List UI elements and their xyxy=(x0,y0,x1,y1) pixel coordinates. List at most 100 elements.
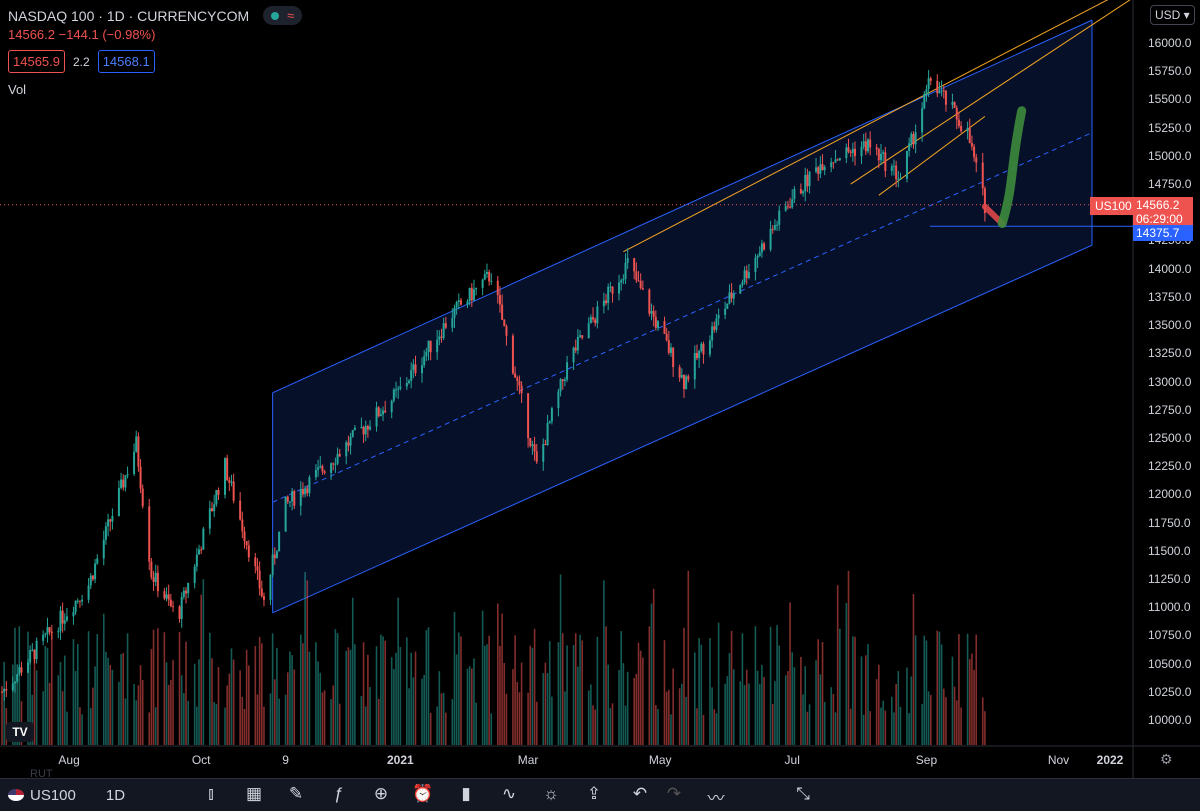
volume-bar xyxy=(323,690,326,745)
volume-bar xyxy=(836,585,839,745)
volume-bar xyxy=(739,681,742,745)
volume-bar xyxy=(557,642,560,745)
volume-bar xyxy=(421,678,423,745)
price-axis-label: 11500.0 xyxy=(1148,543,1191,558)
volume-bar xyxy=(152,629,155,745)
alert-icon[interactable]: ⏰ xyxy=(412,784,434,803)
volume-bar xyxy=(724,683,726,745)
volume-bar xyxy=(50,630,53,745)
idea-icon[interactable]: ☼ xyxy=(543,784,559,803)
candle-body xyxy=(198,549,201,555)
candle-body xyxy=(581,335,584,338)
volume-bar xyxy=(860,656,863,745)
candle-body xyxy=(334,463,337,465)
volume-bar xyxy=(471,668,473,745)
replay-icon[interactable]: ∿ xyxy=(501,784,517,803)
volume-bar xyxy=(756,670,759,745)
volume-bar xyxy=(12,664,14,745)
interval-button[interactable]: 1D xyxy=(105,786,126,804)
candle-body xyxy=(566,362,569,380)
candle-body xyxy=(864,141,867,152)
price-axis-label: 15250.0 xyxy=(1148,120,1192,135)
volume-bar xyxy=(668,689,670,745)
volume-bar xyxy=(239,670,241,745)
candle-body xyxy=(624,262,627,280)
volume-bar xyxy=(637,642,640,745)
candle-body xyxy=(241,519,244,532)
candle-body xyxy=(641,287,644,290)
candles-icon[interactable]: ⫾ xyxy=(208,784,214,803)
candle-body xyxy=(940,90,943,92)
candle-body xyxy=(875,147,878,149)
candle-body xyxy=(557,391,560,409)
fullscreen-icon[interactable]: ⤡ xyxy=(796,784,810,803)
draw-icon[interactable]: ✎ xyxy=(288,784,304,803)
volume-bar xyxy=(741,633,744,745)
volume-bar xyxy=(622,663,625,745)
compare-icon[interactable]: ▦ xyxy=(245,784,263,803)
volume-bar xyxy=(317,661,319,745)
volume-bar xyxy=(18,626,21,745)
price-axis-label: 12250.0 xyxy=(1148,459,1192,474)
status-pill[interactable]: ≈ xyxy=(263,6,303,25)
price-axis-label: 13000.0 xyxy=(1148,374,1192,389)
volume-bar xyxy=(776,625,778,745)
add-icon[interactable]: ⊕ xyxy=(373,784,389,803)
volume-bar xyxy=(804,666,807,745)
buy-button[interactable]: 14568.1 xyxy=(97,50,155,73)
fx-icon[interactable]: ƒ xyxy=(334,784,344,803)
candle-body xyxy=(275,551,278,559)
volume-bar xyxy=(771,703,774,745)
candle-body xyxy=(698,350,701,359)
candle-body xyxy=(724,308,727,315)
candle-body xyxy=(360,426,363,428)
candle-body xyxy=(440,336,443,338)
currency-label: USD xyxy=(1155,8,1181,22)
candle-body xyxy=(587,323,590,338)
candle-body xyxy=(57,631,60,633)
volume-bar xyxy=(787,671,789,745)
candle-body xyxy=(470,287,473,301)
bar-chart-icon[interactable]: ▮ xyxy=(461,784,471,803)
volume-bar xyxy=(486,644,488,745)
volume-bar xyxy=(849,708,852,745)
volume-label[interactable]: Vol xyxy=(8,82,27,97)
volume-bar xyxy=(412,677,415,745)
candle-body xyxy=(559,379,562,392)
candle-body xyxy=(611,286,614,294)
volume-bar xyxy=(111,669,114,745)
candle-body xyxy=(472,289,475,301)
volume-bar xyxy=(14,627,16,745)
gear-icon[interactable]: ⚙ xyxy=(1160,751,1173,767)
tradingview-logo[interactable]: TV xyxy=(6,722,34,742)
candle-body xyxy=(728,292,731,304)
symbol-search-button[interactable]: US100 xyxy=(8,787,76,804)
volume-bar xyxy=(263,706,265,745)
undo-icon[interactable]: ↶ xyxy=(632,784,648,803)
candle-body xyxy=(544,444,547,446)
candle-body xyxy=(561,379,564,382)
redo-icon[interactable]: ↷ xyxy=(666,784,682,803)
share-icon[interactable]: ⇪ xyxy=(586,784,602,803)
volume-bar xyxy=(587,690,590,745)
candle-body xyxy=(973,146,976,158)
candle-body xyxy=(884,152,887,172)
volume-bar xyxy=(172,660,174,745)
toolbar-symbol: US100 xyxy=(30,786,76,804)
trend-icon[interactable]: 〰 xyxy=(707,789,725,808)
volume-bar xyxy=(665,691,668,745)
candle-body xyxy=(453,307,456,318)
volume-bar xyxy=(711,687,713,745)
candle-body xyxy=(957,119,960,126)
candle-body xyxy=(126,474,129,476)
candle-body xyxy=(451,317,454,328)
candle-body xyxy=(890,166,893,172)
volume-bar xyxy=(938,631,941,745)
currency-selector[interactable]: USD ▾ xyxy=(1150,5,1195,25)
volume-bar xyxy=(698,638,700,745)
sell-button[interactable]: 14565.9 xyxy=(8,50,65,73)
symbol-title[interactable]: NASDAQ 100 · 1D · CURRENCYCOM xyxy=(8,7,250,24)
candle-body xyxy=(319,466,322,468)
volume-bar xyxy=(611,703,614,745)
